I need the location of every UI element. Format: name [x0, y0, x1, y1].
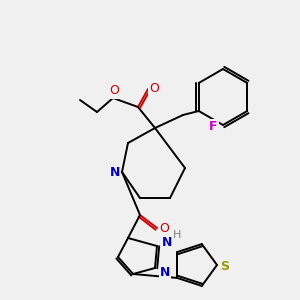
- Text: O: O: [159, 223, 169, 236]
- Text: N: N: [110, 166, 120, 178]
- Text: O: O: [109, 85, 119, 98]
- Text: S: S: [220, 260, 230, 272]
- Text: N: N: [160, 266, 170, 280]
- Text: N: N: [162, 236, 172, 250]
- Text: H: H: [173, 230, 181, 240]
- Text: F: F: [209, 121, 217, 134]
- Text: O: O: [149, 82, 159, 95]
